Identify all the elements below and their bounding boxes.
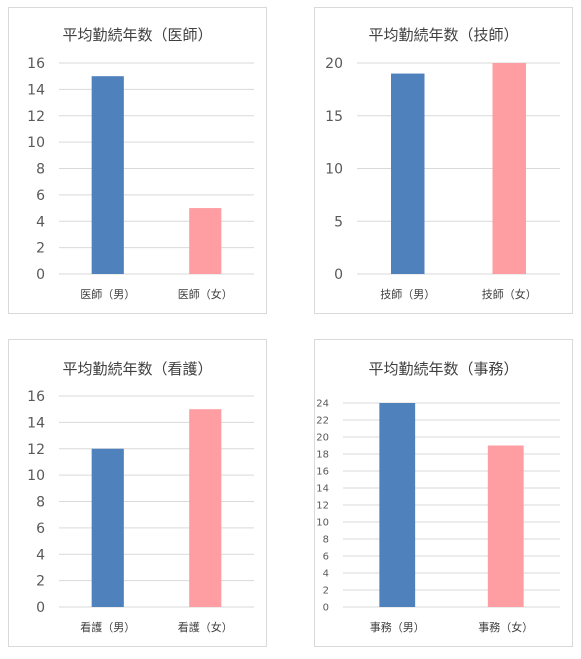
bar [391, 73, 425, 274]
y-tick-label: 0 [36, 267, 45, 283]
y-tick-label: 14 [27, 415, 45, 431]
y-tick-label: 8 [36, 495, 45, 511]
y-tick-label: 20 [325, 56, 343, 72]
category-label: 技師（男） [380, 288, 435, 301]
chart-title: 平均勤続年数（医師） [62, 26, 213, 44]
category-label: 技師（女） [482, 287, 537, 301]
y-tick-label: 4 [36, 547, 45, 563]
y-tick-label: 20 [316, 433, 329, 444]
y-tick-label: 2 [36, 241, 45, 257]
bar [487, 445, 524, 607]
y-tick-label: 6 [36, 521, 45, 537]
category-label: 医師（男） [80, 288, 135, 301]
bar [189, 409, 222, 607]
y-tick-label: 0 [323, 603, 329, 614]
y-tick-label: 15 [325, 109, 343, 125]
y-tick-label: 4 [36, 214, 45, 230]
y-tick-label: 16 [27, 389, 45, 405]
chart-title: 平均勤続年数（事務） [368, 360, 519, 378]
y-tick-label: 2 [323, 586, 329, 597]
chart-svg: 0 2 4 6 8 10 12 14 16 看護（男） 看護（女） [27, 389, 254, 634]
y-tick-label: 4 [323, 569, 329, 580]
chart-title: 平均勤続年数（技師） [368, 26, 519, 44]
y-tick-label: 0 [334, 267, 343, 283]
chart-svg: 0 5 10 15 20 技師（男） 技師（女） [325, 56, 560, 301]
y-tick-label: 8 [36, 162, 45, 178]
chart-title: 平均勤続年数（看護） [62, 360, 213, 378]
category-label: 事務（男） [370, 620, 425, 634]
bar [91, 448, 124, 607]
y-tick-label: 24 [316, 399, 329, 410]
y-tick-label: 6 [36, 188, 45, 204]
category-label: 医師（女） [178, 287, 233, 301]
y-tick-label: 10 [27, 135, 45, 151]
y-tick-label: 16 [27, 56, 45, 72]
chart-panel-doctors: 平均勤続年数（医師） 0 2 4 6 8 10 12 14 16 医師（男） 医師（女） [8, 7, 267, 314]
category-label: 看護（男） [80, 620, 135, 634]
category-label: 事務（女） [478, 620, 533, 634]
chart-panel-nursing: 平均勤続年数（看護） 0 2 4 6 8 10 12 14 16 看護（男） 看護（女） [8, 339, 267, 647]
y-tick-label: 10 [325, 162, 343, 178]
y-tick-label: 0 [36, 600, 45, 616]
y-tick-label: 18 [316, 450, 329, 461]
y-tick-label: 2 [36, 574, 45, 590]
bar [379, 403, 416, 607]
y-tick-label: 10 [27, 468, 45, 484]
chart-panel-technicians: 平均勤続年数（技師） 0 5 10 15 20 技師（男） 技師（女） [314, 7, 573, 314]
bar [91, 76, 124, 274]
category-label: 看護（女） [178, 620, 233, 634]
bar [492, 63, 526, 274]
y-tick-label: 6 [323, 552, 329, 563]
y-tick-label: 14 [316, 484, 329, 495]
y-tick-label: 5 [334, 214, 343, 230]
y-tick-label: 12 [27, 442, 45, 458]
y-tick-label: 10 [316, 518, 329, 529]
bar [189, 208, 222, 274]
chart-svg: 0 2 4 6 8 10 12 14 16 医師（男） 医師（女） [27, 56, 254, 301]
y-tick-label: 16 [316, 467, 329, 478]
y-tick-label: 14 [27, 82, 45, 98]
chart-panel-clerical: 平均勤続年数（事務） 0 2 4 6 8 10 12 14 16 18 20 22 24 事務（男） 事務（… [314, 339, 573, 647]
y-tick-label: 22 [316, 416, 329, 427]
y-tick-label: 12 [27, 109, 45, 125]
y-tick-label: 8 [323, 535, 329, 546]
y-tick-label: 12 [316, 501, 329, 512]
